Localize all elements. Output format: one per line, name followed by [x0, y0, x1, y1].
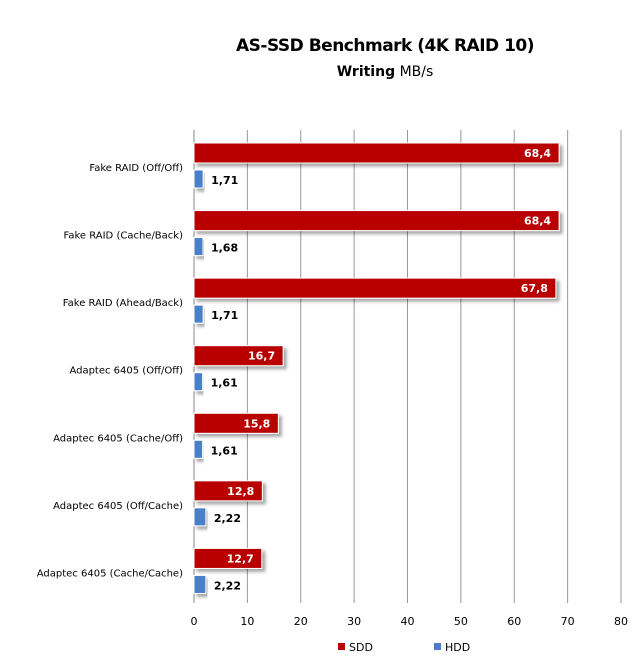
- bar-hdd: [193, 372, 204, 392]
- data-label-sdd: 68,4: [524, 215, 551, 228]
- category-label: Fake RAID (Cache/Back): [64, 231, 184, 242]
- data-label-hdd: 2,22: [214, 512, 241, 525]
- data-label-sdd: 12,8: [227, 485, 254, 498]
- bar-sdd: [193, 547, 263, 569]
- category-label: Adaptec 6405 (Off/Off): [69, 366, 183, 377]
- data-label-sdd: 68,4: [524, 147, 551, 160]
- legend-label-sdd: SDD: [349, 641, 373, 654]
- category-label: Adaptec 6405 (Cache/Cache): [37, 568, 183, 579]
- x-tick-label: 30: [347, 615, 361, 628]
- x-tick-label: 70: [561, 615, 575, 628]
- x-tick-label: 0: [191, 615, 198, 628]
- data-label-sdd: 16,7: [248, 350, 275, 363]
- x-tick-label: 10: [240, 615, 254, 628]
- category-label: Adaptec 6405 (Cache/Off): [53, 433, 183, 444]
- legend-swatch-sdd: [338, 643, 345, 650]
- bar-hdd: [193, 439, 204, 459]
- x-tick-label: 40: [401, 615, 415, 628]
- x-tick-label: 20: [294, 615, 308, 628]
- legend-swatch-hdd: [434, 643, 441, 650]
- bar-sdd: [193, 210, 560, 232]
- category-label: Fake RAID (Ahead/Back): [63, 298, 183, 309]
- subtitle-bold: Writing: [336, 64, 396, 80]
- bar-hdd: [193, 169, 204, 189]
- data-label-sdd: 15,8: [243, 417, 270, 430]
- data-label-sdd: 67,8: [521, 282, 548, 295]
- chart-title: AS-SSD Benchmark (4K RAID 10): [236, 36, 535, 56]
- data-label-hdd: 1,71: [211, 309, 238, 322]
- bar-hdd: [193, 237, 204, 257]
- data-label-hdd: 1,71: [211, 174, 238, 187]
- subtitle-unit: MB/s: [399, 64, 434, 80]
- bar-sdd: [193, 480, 263, 502]
- bar-hdd: [193, 304, 204, 324]
- data-label-hdd: 2,22: [214, 579, 241, 592]
- data-label-hdd: 1,61: [211, 444, 238, 457]
- chart-subtitle: Writing MB/s: [130, 64, 640, 80]
- data-label-sdd: 12,7: [227, 552, 254, 565]
- bar-hdd: [193, 574, 207, 594]
- bar-sdd: [193, 345, 284, 367]
- legend-label-hdd: HDD: [445, 641, 470, 654]
- data-label-hdd: 1,68: [211, 242, 238, 255]
- x-tick-label: 80: [614, 615, 628, 628]
- bar-sdd: [193, 412, 279, 434]
- x-tick-label: 60: [507, 615, 521, 628]
- x-tick-label: 50: [454, 615, 468, 628]
- category-label: Adaptec 6405 (Off/Cache): [53, 501, 183, 512]
- bar-sdd: [193, 277, 557, 299]
- category-label: Fake RAID (Off/Off): [89, 163, 183, 174]
- data-label-hdd: 1,61: [211, 377, 238, 390]
- bar-hdd: [193, 507, 207, 527]
- bar-sdd: [193, 142, 560, 164]
